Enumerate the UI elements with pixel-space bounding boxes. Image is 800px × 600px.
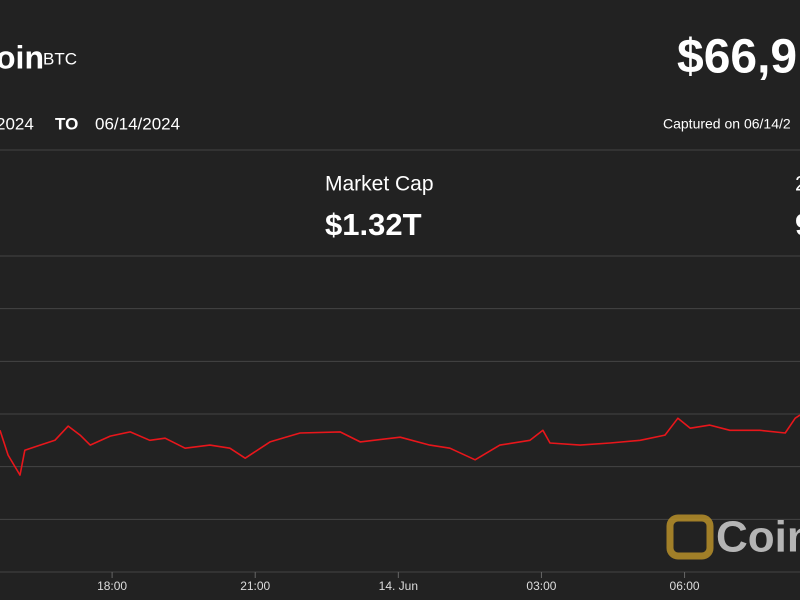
x-tick-label: 14. Jun (379, 579, 418, 593)
stat-label: Market Cap (325, 173, 434, 196)
watermark-text: Coin (716, 513, 800, 562)
stat-label: 2 (795, 173, 800, 196)
date-to-label: TO (55, 114, 78, 133)
coin-symbol: BTC (43, 49, 77, 68)
watermark-icon (666, 514, 714, 560)
x-tick-label: 18:00 (97, 579, 127, 593)
x-tick-label: 06:00 (670, 579, 700, 593)
price-line (0, 414, 800, 476)
date-from: 2024 (0, 114, 34, 133)
x-tick-label: 21:00 (240, 579, 270, 593)
stat-value: $1.32T (325, 207, 422, 242)
stat-value: 9 (795, 207, 800, 242)
captured-date: Captured on 06/14/2 (663, 116, 791, 132)
x-tick-label: 03:00 (526, 579, 556, 593)
watermark: Coin (666, 513, 800, 562)
date-to: 06/14/2024 (95, 114, 180, 133)
price: $66,9 (677, 31, 797, 84)
coin-name: oin (0, 39, 44, 75)
